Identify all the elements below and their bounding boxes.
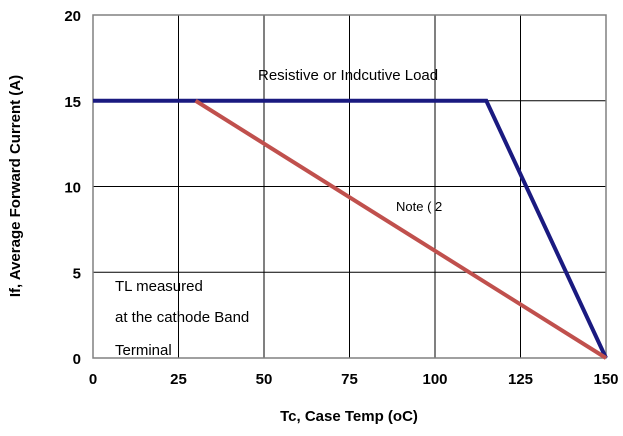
annotation-tl-line1: TL measured xyxy=(115,278,203,295)
y-tick-label: 15 xyxy=(64,94,81,111)
x-tick-label: 150 xyxy=(593,371,618,388)
x-tick-label: 125 xyxy=(508,371,533,388)
y-axis-label: If, Average Forward Current (A) xyxy=(7,75,24,297)
y-tick-label: 10 xyxy=(64,180,81,197)
series-red-line xyxy=(194,99,608,360)
x-tick-label: 0 xyxy=(89,371,97,388)
series-group xyxy=(93,98,608,360)
x-tick-labels: 0 25 50 75 100 125 150 xyxy=(89,371,619,388)
annotation-resistive: Resistive or Indcutive Load xyxy=(258,67,438,84)
x-tick-label: 75 xyxy=(341,371,358,388)
x-tick-label: 25 xyxy=(170,371,187,388)
y-tick-labels: 0 5 10 15 20 xyxy=(64,8,81,368)
y-tick-label: 5 xyxy=(73,265,81,282)
x-tick-label: 100 xyxy=(422,371,447,388)
annotation-note: Note ( 2 xyxy=(396,199,442,214)
y-tick-label: 0 xyxy=(73,351,81,368)
x-tick-label: 50 xyxy=(256,371,273,388)
annotation-tl-line2: at the cathode Band xyxy=(115,309,249,326)
x-axis-label: Tc, Case Temp (oC) xyxy=(280,408,418,425)
y-tick-label: 20 xyxy=(64,8,81,25)
plot-frame xyxy=(92,14,607,359)
annotation-tl-line3: Terminal xyxy=(115,342,172,359)
series-blue-line xyxy=(93,98,608,359)
grid-lines xyxy=(93,15,606,358)
